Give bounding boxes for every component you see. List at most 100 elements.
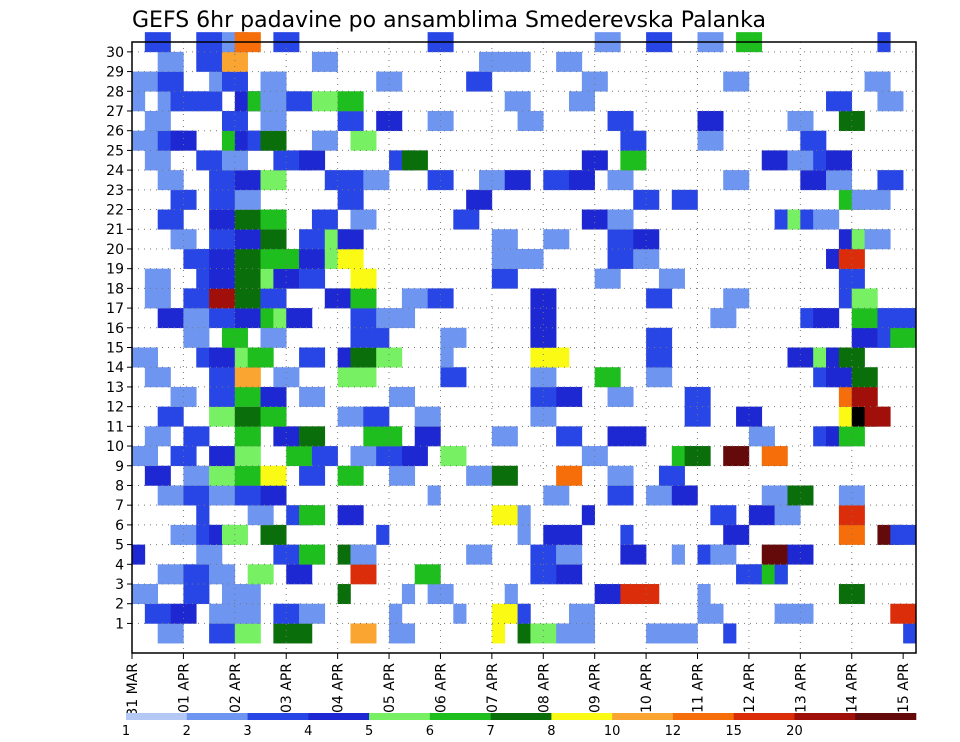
heatmap-cell bbox=[183, 564, 210, 585]
x-tick-label: 07 APR bbox=[485, 663, 501, 713]
heatmap-cell bbox=[581, 150, 608, 171]
heatmap-cell bbox=[350, 209, 377, 230]
heatmap-cell bbox=[209, 189, 236, 210]
x-tick-label: 01 APR bbox=[176, 663, 192, 713]
heatmap-cell bbox=[350, 327, 390, 348]
heatmap-cell bbox=[556, 386, 583, 407]
heatmap-cell bbox=[144, 268, 171, 289]
heatmap-cell bbox=[517, 623, 531, 644]
heatmap-cell bbox=[132, 446, 158, 467]
heatmap-cell bbox=[376, 347, 403, 368]
x-tick-label: 05 APR bbox=[382, 663, 398, 713]
heatmap-cell bbox=[633, 189, 660, 210]
heatmap-cell bbox=[183, 288, 210, 309]
heatmap-cell bbox=[209, 367, 236, 388]
legend-swatch bbox=[551, 713, 613, 720]
heatmap-cell bbox=[491, 426, 518, 447]
heatmap-cell bbox=[748, 505, 775, 526]
heatmap-cell bbox=[710, 505, 737, 526]
heatmap-cell bbox=[144, 603, 171, 624]
heatmap-cell bbox=[517, 524, 531, 545]
heatmap-cell bbox=[234, 485, 261, 506]
heatmap-cell bbox=[273, 268, 300, 289]
heatmap-cell bbox=[132, 544, 146, 565]
y-tick-label: 27 bbox=[106, 104, 124, 120]
heatmap-cell bbox=[466, 71, 493, 92]
y-tick-label: 16 bbox=[106, 321, 124, 337]
heatmap-cell bbox=[157, 308, 184, 329]
heatmap-cell bbox=[838, 505, 865, 526]
y-tick-label: 13 bbox=[106, 380, 124, 396]
heatmap-cell bbox=[813, 209, 840, 230]
heatmap-cell bbox=[556, 426, 583, 447]
heatmap-cell bbox=[132, 584, 158, 605]
heatmap-cell bbox=[556, 623, 595, 644]
heatmap-cell bbox=[697, 603, 724, 624]
heatmap-cell bbox=[299, 248, 326, 269]
heatmap-cell bbox=[209, 209, 236, 230]
heatmap-cell bbox=[260, 386, 287, 407]
heatmap-cell bbox=[324, 170, 364, 191]
heatmap-cell bbox=[209, 268, 236, 289]
heatmap-cell bbox=[646, 623, 698, 644]
heatmap-cell bbox=[491, 603, 518, 624]
heatmap-cell bbox=[864, 229, 891, 250]
heatmap-cell bbox=[491, 248, 518, 269]
heatmap-cell bbox=[234, 209, 261, 230]
x-axis: 31 MAR 01 APR 02 APR 03 APR 04 APR 05 APR 06 A… bbox=[125, 653, 912, 717]
heatmap-cell bbox=[517, 603, 531, 624]
y-tick-label: 26 bbox=[106, 124, 124, 140]
heatmap-cell bbox=[157, 623, 184, 644]
legend-swatch bbox=[126, 713, 188, 720]
y-tick-label: 21 bbox=[106, 222, 124, 238]
heatmap-cell bbox=[350, 544, 377, 565]
heatmap-cell bbox=[337, 465, 364, 486]
heatmap-cell bbox=[838, 426, 865, 447]
legend-label: 12 bbox=[665, 724, 682, 739]
heatmap-cell bbox=[209, 623, 236, 644]
heatmap-cell bbox=[234, 386, 261, 407]
heatmap-cell bbox=[234, 446, 261, 467]
legend-label: 6 bbox=[426, 724, 434, 739]
chart-title: GEFS 6hr padavine po ansamblima Smederev… bbox=[132, 8, 766, 33]
heatmap-cell bbox=[286, 308, 313, 329]
y-tick-label: 30 bbox=[106, 45, 124, 61]
heatmap-cell bbox=[260, 110, 287, 131]
heatmap-cell bbox=[132, 71, 158, 92]
heatmap-cell bbox=[607, 170, 634, 191]
heatmap-cell bbox=[247, 505, 274, 526]
heatmap-cell bbox=[401, 150, 428, 171]
legend-swatch bbox=[794, 713, 856, 720]
heatmap-cell bbox=[183, 308, 210, 329]
heatmap-cell bbox=[234, 623, 261, 644]
heatmap-cell bbox=[517, 110, 544, 131]
y-tick-label: 17 bbox=[106, 301, 124, 317]
heatmap-cell bbox=[221, 327, 248, 348]
x-tick-label: 02 APR bbox=[228, 663, 244, 713]
heatmap-cell bbox=[311, 209, 338, 230]
heatmap-cell bbox=[607, 485, 634, 506]
heatmap-cell bbox=[234, 229, 261, 250]
heatmap-cell bbox=[530, 544, 557, 565]
legend-label: 4 bbox=[304, 724, 312, 739]
heatmap-cell bbox=[530, 564, 557, 585]
heatmap-cell bbox=[221, 51, 248, 72]
heatmap-cell bbox=[209, 465, 236, 486]
heatmap-cell bbox=[568, 170, 595, 191]
heatmap-cell bbox=[170, 603, 197, 624]
legend-swatch bbox=[672, 713, 734, 720]
heatmap-cell bbox=[890, 603, 917, 624]
heatmap-cell bbox=[594, 584, 621, 605]
heatmap-cell bbox=[157, 564, 184, 585]
heatmap-cell bbox=[196, 544, 223, 565]
legend-swatch bbox=[429, 713, 491, 720]
legend-swatch bbox=[247, 713, 309, 720]
heatmap-cell bbox=[299, 505, 326, 526]
heatmap-cell bbox=[556, 544, 583, 565]
heatmap-cell bbox=[209, 564, 236, 585]
heatmap-cell bbox=[260, 71, 287, 92]
y-tick-label: 6 bbox=[115, 518, 124, 534]
heatmap-cell bbox=[299, 603, 326, 624]
heatmap-cell bbox=[761, 150, 788, 171]
heatmap-cell bbox=[260, 248, 300, 269]
